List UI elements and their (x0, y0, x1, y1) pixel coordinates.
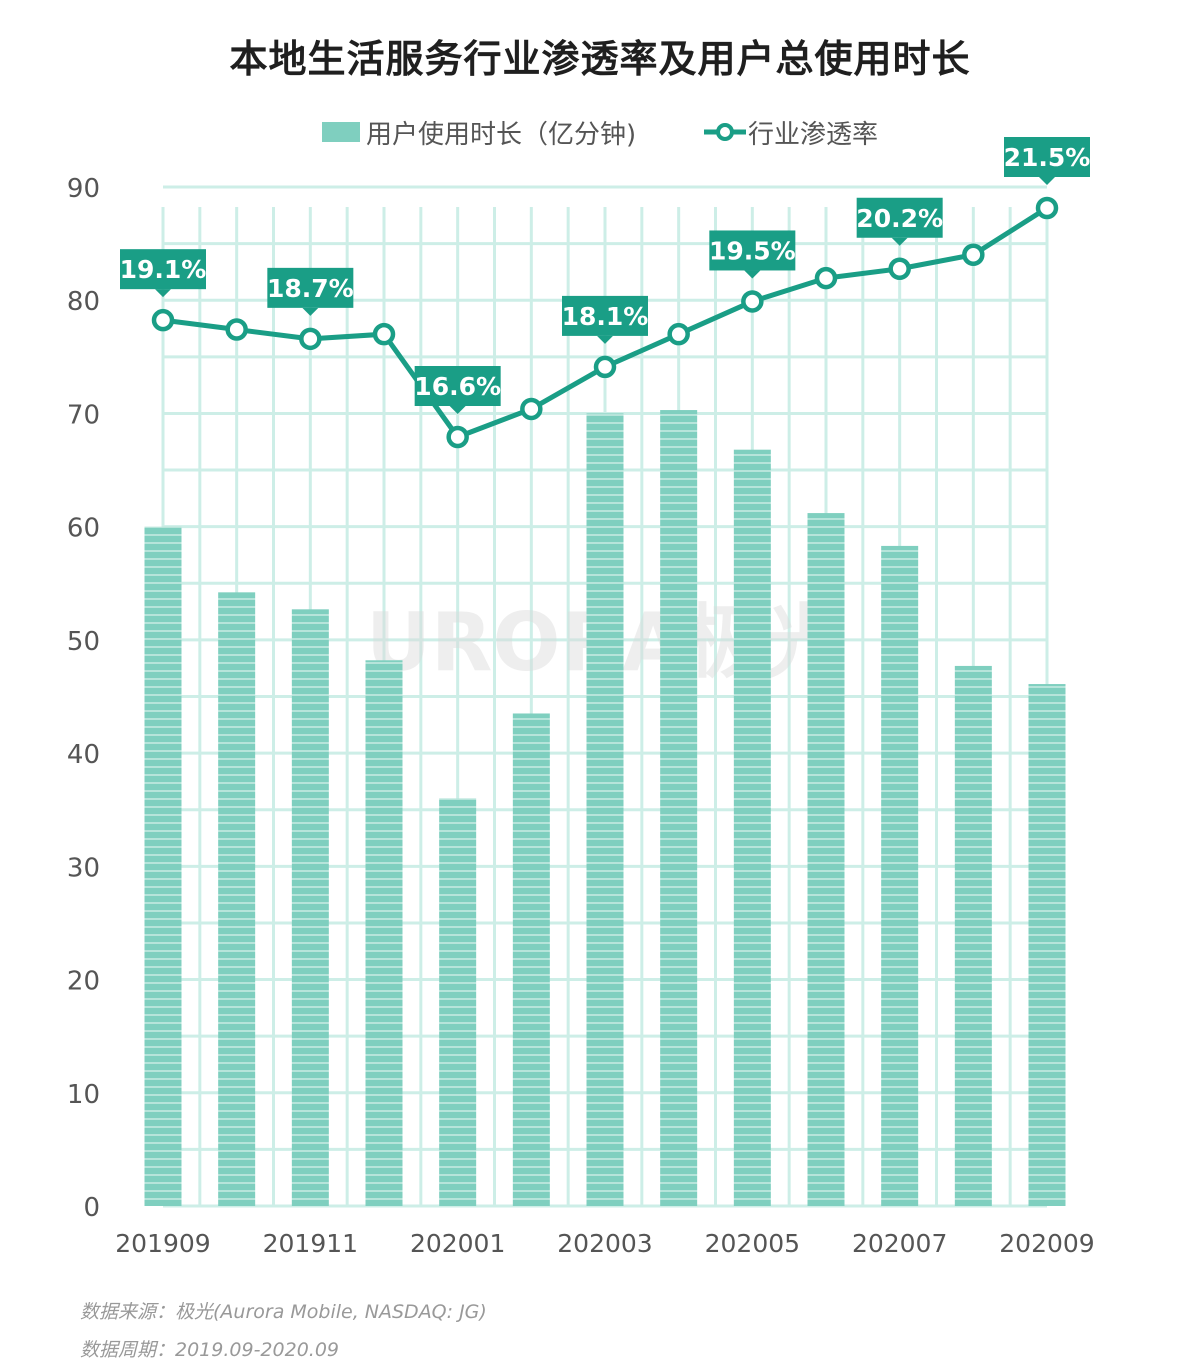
data-label-pointer (302, 307, 319, 316)
bar-201911 (291, 609, 329, 1206)
data-label: 18.1% (562, 302, 649, 331)
bar-202003 (586, 413, 624, 1206)
y-tick-label: 0 (83, 1193, 100, 1223)
bar-202005 (733, 449, 771, 1207)
data-label-box (562, 295, 648, 336)
bar-202006 (807, 513, 845, 1206)
data-label: 20.2% (856, 204, 943, 233)
period-line: 数据周期：2019.09-2020.09 (80, 1339, 339, 1361)
y-tick-label: 40 (67, 740, 100, 770)
point-202007 (888, 257, 911, 281)
chart-title: 本地生活服务行业渗透率及用户总使用时长 (229, 37, 971, 81)
bar-202009 (1028, 684, 1066, 1206)
data-label-box (856, 197, 943, 238)
data-label: 19.5% (709, 236, 796, 265)
point-202001 (446, 425, 469, 449)
bar-201909 (144, 526, 182, 1206)
bar-202007 (881, 545, 919, 1206)
legend: 用户使用时长（亿分钟) 行业渗透率 (0, 112, 1200, 152)
point-202002 (520, 397, 543, 421)
y-tick-label: 80 (67, 287, 100, 317)
data-labels: 19.1% 18.7% 16.6% 18.1% 19.5% 20.2% 21.5% (120, 137, 1091, 414)
y-tick-label: 90 (67, 174, 100, 204)
bar-202001 (439, 798, 477, 1206)
data-label-pointer (449, 406, 466, 414)
point-201910 (225, 318, 248, 341)
point-202009 (1035, 196, 1059, 220)
bar-202004 (660, 410, 698, 1206)
legend-line-label: 行业渗透率 (748, 119, 879, 150)
data-label-box (267, 267, 354, 308)
y-axis: 0 10 20 30 40 50 60 70 80 90 (67, 174, 100, 1223)
data-label: 16.6% (414, 372, 501, 401)
x-tick-label: 202007 (852, 1229, 947, 1258)
data-label-box (120, 249, 206, 290)
legend-item-penetration: 行业渗透率 (702, 112, 878, 152)
bar-201910 (218, 592, 256, 1206)
legend-bar-label: 用户使用时长（亿分钟) (366, 119, 637, 150)
y-tick-label: 10 (67, 1080, 100, 1110)
x-tick-label: 202003 (557, 1229, 652, 1258)
y-tick-label: 20 (67, 967, 100, 997)
data-label-pointer (744, 270, 761, 279)
bar-202008 (954, 665, 992, 1206)
x-tick-label: 202009 (999, 1229, 1094, 1258)
x-tick-label: 201909 (115, 1229, 210, 1258)
x-tick-label: 202005 (705, 1229, 800, 1258)
data-label-pointer (891, 237, 908, 246)
y-tick-label: 70 (67, 400, 100, 430)
bar-202002 (512, 713, 550, 1206)
source-line: 数据来源：极光(Aurora Mobile, NASDAQ: JG) (80, 1301, 487, 1323)
data-label-box (709, 230, 796, 271)
bars (144, 410, 1066, 1207)
legend-line-swatch (704, 123, 746, 141)
point-202008 (962, 243, 985, 266)
y-tick-label: 30 (67, 853, 100, 883)
point-201911 (299, 327, 322, 351)
legend-bar-swatch (322, 122, 360, 142)
x-axis: 201909 201911 202001 202003 202005 202007 2020… (115, 1229, 1094, 1258)
point-202005 (741, 290, 764, 313)
bar-201912 (365, 660, 403, 1206)
point-201912 (372, 322, 396, 346)
data-label-box (1004, 137, 1090, 177)
x-tick-label: 202001 (410, 1229, 505, 1258)
data-label-pointer (597, 335, 613, 344)
y-tick-label: 60 (67, 514, 100, 544)
y-tick-label: 50 (67, 627, 100, 657)
data-label: 18.7% (267, 274, 354, 303)
point-202006 (814, 266, 838, 290)
data-label-pointer (1039, 177, 1055, 185)
data-label: 19.1% (120, 255, 207, 284)
point-202003 (593, 355, 617, 379)
data-label-box (414, 366, 501, 406)
point-201909 (151, 308, 175, 332)
data-label: 21.5% (1004, 143, 1091, 172)
x-tick-label: 201911 (263, 1229, 358, 1258)
point-202004 (667, 322, 690, 346)
data-label-pointer (155, 289, 171, 298)
legend-item-duration: 用户使用时长（亿分钟) (322, 112, 636, 152)
line-series (151, 196, 1059, 449)
